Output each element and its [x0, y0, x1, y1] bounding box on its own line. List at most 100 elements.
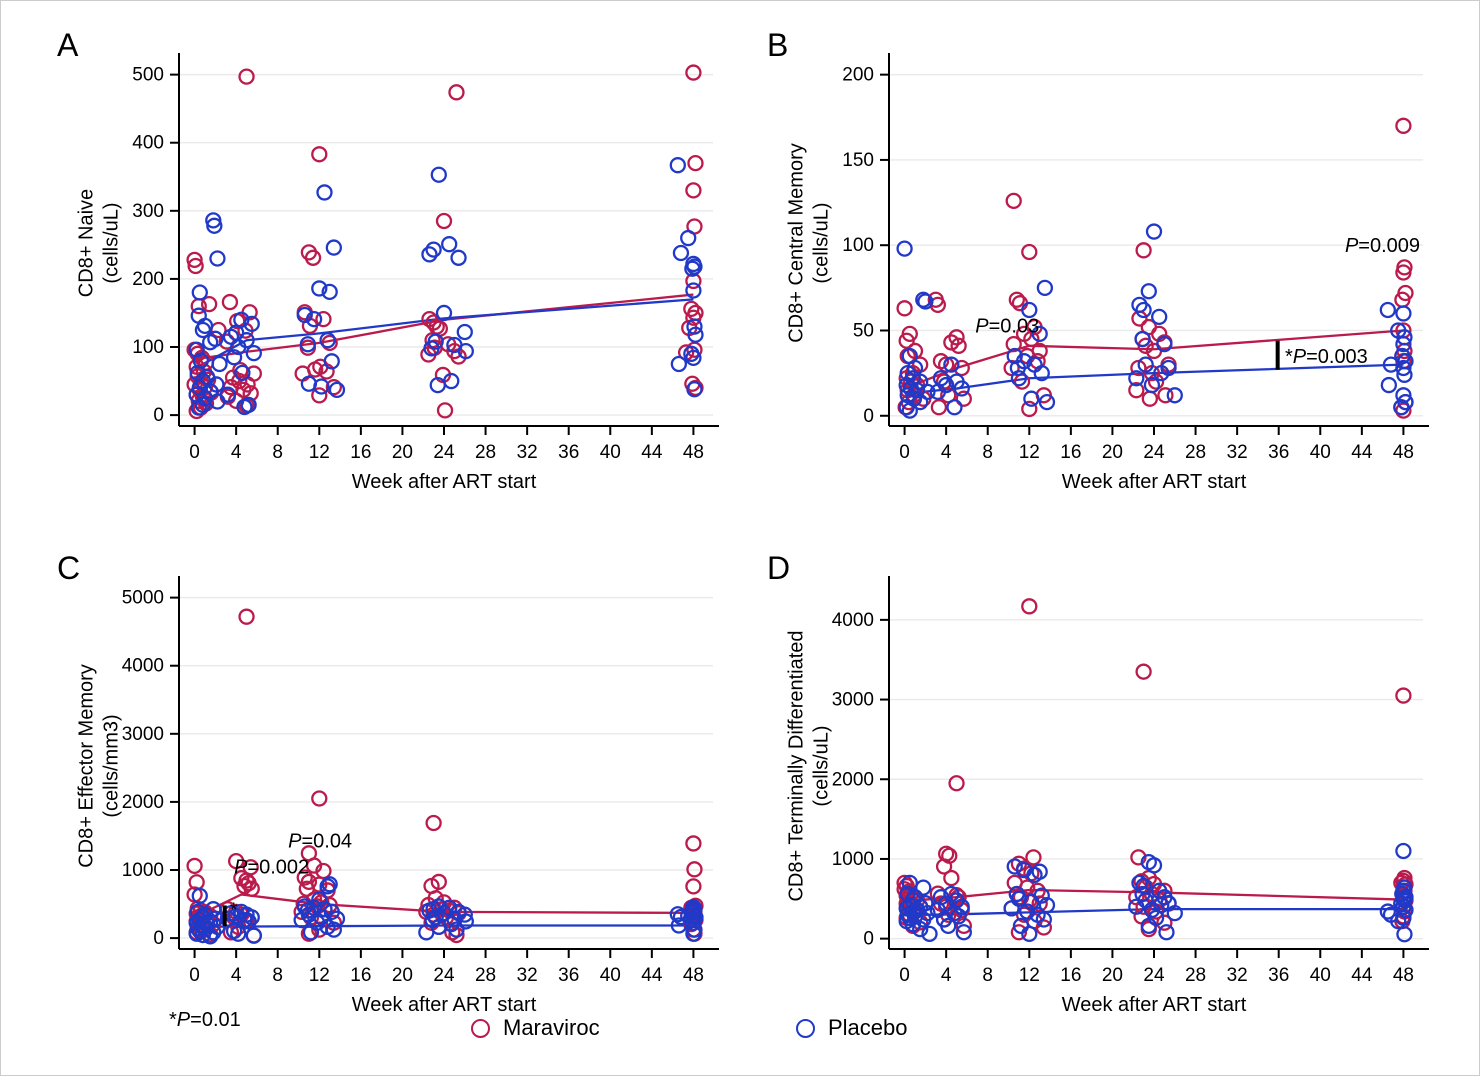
y-tick-label: 1000 [832, 849, 874, 870]
scatter-point-placebo [929, 383, 946, 401]
x-tick-label: 12 [309, 442, 330, 463]
scatter-point-maraviroc [687, 154, 704, 172]
scatter-point-placebo [1396, 926, 1413, 943]
scatter-point-placebo [302, 924, 320, 941]
scatter-point-placebo [1395, 305, 1412, 322]
scatter-point-maraviroc [1157, 387, 1174, 404]
scatter-point-placebo [1379, 301, 1396, 319]
x-tick-label: 40 [600, 965, 621, 986]
y-tick-label: 0 [863, 929, 874, 950]
x-tick-label: 44 [1351, 442, 1373, 463]
x-tick-label: 48 [683, 442, 704, 463]
y-tick-label: 2000 [122, 792, 164, 813]
y-tick-label: 2000 [832, 769, 874, 790]
x-tick-label: 44 [1351, 965, 1373, 986]
x-tick-label: 8 [272, 965, 283, 986]
scatter-point-placebo [901, 402, 918, 419]
x-tick-label: 44 [641, 965, 663, 986]
scatter-point-placebo [313, 378, 330, 395]
scatter-point-placebo [686, 318, 703, 335]
scatter-point-maraviroc [685, 182, 702, 199]
scatter-point-placebo [1158, 924, 1175, 941]
x-tick-label: 8 [982, 442, 993, 463]
scatter-point-placebo [189, 903, 206, 921]
y-tick-label: 4000 [832, 610, 874, 631]
scatter-point-placebo [912, 393, 929, 411]
scatter-point-placebo [1009, 359, 1027, 377]
scatter-point-placebo [940, 917, 957, 935]
scatter-point-placebo [423, 340, 440, 357]
scatter-point-placebo [1035, 911, 1052, 928]
x-tick-label: 48 [1393, 442, 1414, 463]
scatter-point-placebo [188, 341, 205, 358]
scatter-point-placebo [328, 381, 346, 399]
scatter-point-maraviroc [686, 861, 703, 878]
scatter-point-maraviroc [1021, 400, 1038, 418]
scatter-point-placebo [943, 356, 960, 373]
scatter-point-placebo [1396, 892, 1413, 909]
scatter-point-placebo [202, 928, 219, 945]
x-tick-label: 8 [982, 965, 993, 986]
y-tick-label: 3000 [122, 724, 164, 745]
scatter-point-placebo [1145, 223, 1163, 240]
scatter-point-placebo [425, 241, 442, 258]
scatter-point-placebo [1128, 898, 1145, 915]
scatter-point-maraviroc [1395, 264, 1412, 281]
scatter-point-placebo [299, 336, 317, 353]
placebo-marker-icon [796, 1018, 815, 1038]
x-tick-label: 36 [1268, 965, 1289, 986]
x-tick-label: 16 [350, 965, 371, 986]
scatter-point-placebo [189, 364, 206, 382]
scatter-point-placebo [1166, 904, 1183, 922]
scatter-point-maraviroc [315, 310, 332, 328]
scatter-point-maraviroc [1005, 335, 1022, 353]
scatter-point-placebo [190, 399, 207, 416]
scatter-point-placebo [1396, 366, 1413, 383]
scatter-point-placebo [209, 250, 226, 267]
scatter-point-maraviroc [325, 379, 342, 396]
legend: Maraviroc Placebo [1, 1015, 1479, 1059]
y-tick-label: 5000 [122, 588, 164, 609]
scatter-point-placebo [898, 399, 915, 416]
scatter-point-maraviroc [186, 857, 203, 875]
scatter-point-placebo [206, 217, 223, 234]
scatter-point-maraviroc [243, 880, 260, 897]
scatter-point-placebo [448, 921, 465, 938]
scatter-point-maraviroc [187, 257, 204, 275]
x-tick-label: 48 [1393, 965, 1414, 986]
scatter-point-placebo [1395, 359, 1412, 377]
pvalue-annotation: P=0.03 [975, 315, 1039, 337]
scatter-point-placebo [1153, 364, 1170, 382]
scatter-point-maraviroc [448, 84, 465, 101]
trend-line-maraviroc [904, 888, 1404, 903]
scatter-point-placebo [321, 283, 338, 300]
x-tick-label: 4 [231, 442, 242, 463]
x-tick-label: 40 [1310, 442, 1331, 463]
scatter-point-placebo [680, 229, 697, 247]
scatter-point-placebo [450, 249, 467, 266]
scatter-point-placebo [915, 879, 932, 896]
x-tick-label: 0 [189, 442, 200, 463]
scatter-point-placebo [293, 911, 310, 929]
scatter-point-placebo [328, 910, 346, 927]
pvalue-annotation: * [230, 900, 238, 922]
scatter-point-placebo [430, 166, 447, 183]
x-tick-label: 20 [1102, 442, 1123, 463]
scatter-point-placebo [1379, 903, 1396, 920]
scatter-point-placebo [323, 353, 340, 370]
x-tick-label: 4 [941, 442, 952, 463]
scatter-point-placebo [296, 306, 313, 324]
scatter-point-placebo [1019, 903, 1036, 920]
scatter-point-placebo [236, 398, 253, 416]
scatter-point-placebo [1395, 387, 1412, 404]
scatter-point-placebo [194, 926, 212, 944]
scatter-point-placebo [1143, 901, 1161, 919]
x-axis-title: Week after ART start [352, 994, 537, 1016]
scatter-point-maraviroc [304, 249, 322, 266]
scatter-point-placebo [245, 344, 262, 362]
scatter-point-placebo [955, 924, 972, 941]
scatter-point-placebo [1026, 866, 1043, 884]
scatter-point-maraviroc [935, 858, 953, 875]
x-tick-label: 32 [1227, 965, 1248, 986]
